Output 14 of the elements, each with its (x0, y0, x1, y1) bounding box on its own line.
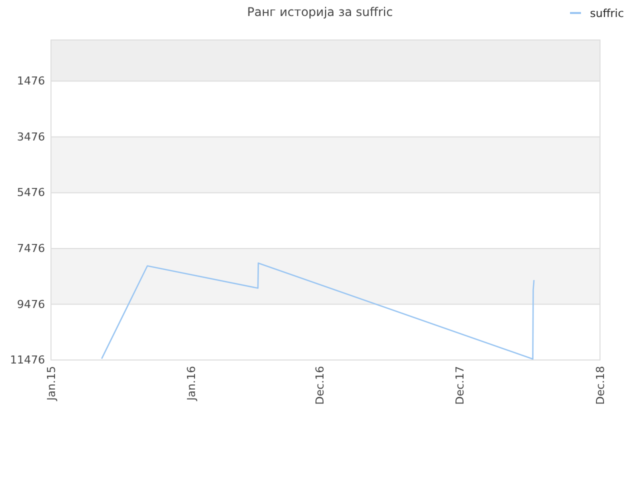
y-tick-label: 1476 (17, 74, 45, 88)
x-tick-label: Dec.16 (314, 366, 327, 405)
x-tick-label: Jan.15 (44, 366, 58, 402)
y-tick-label: 11476 (10, 354, 45, 367)
y-tick-label: 7476 (17, 242, 45, 255)
x-tick-label: Jan.16 (184, 366, 198, 402)
x-tick-label: Dec.17 (454, 366, 467, 405)
y-tick-label: 3476 (17, 130, 45, 144)
line-series (101, 262, 535, 360)
x-tick-label: Dec.18 (594, 366, 607, 405)
y-tick-label: 9476 (17, 298, 45, 311)
y-tick-label: 5476 (17, 186, 45, 200)
chart-title: Ранг историја за suffric (247, 5, 393, 19)
legend-label: suffric (590, 7, 624, 20)
